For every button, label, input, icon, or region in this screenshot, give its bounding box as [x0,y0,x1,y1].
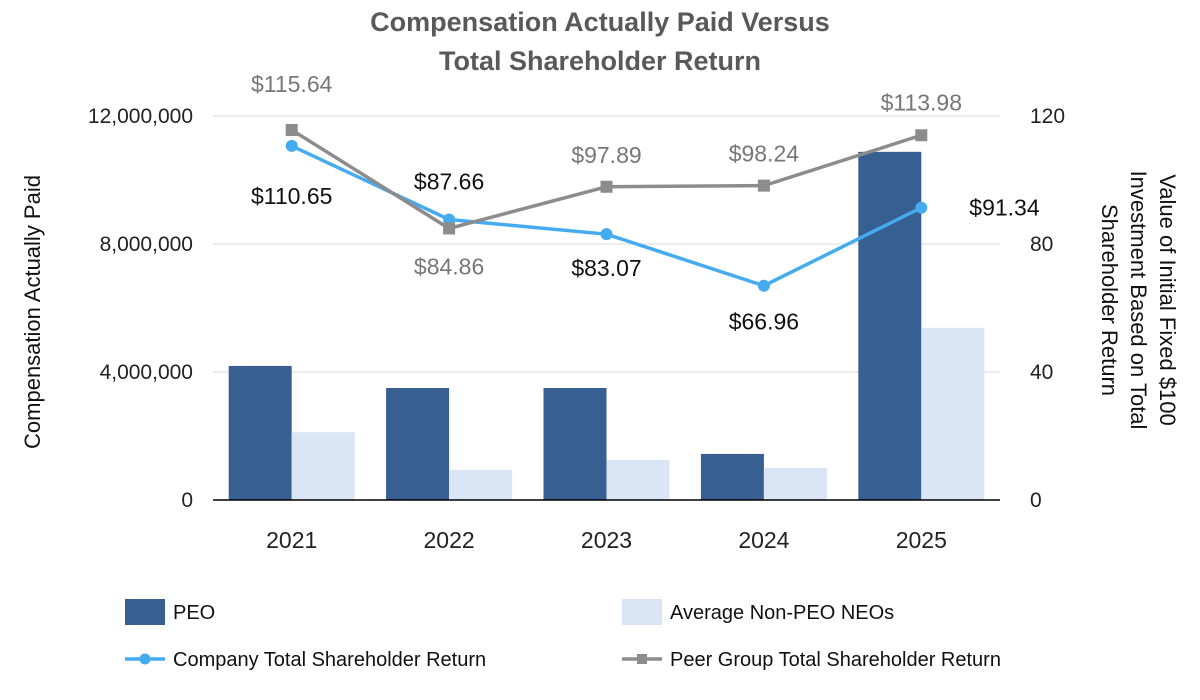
legend: PEO Average Non-PEO NEOs Company Total Sha… [125,599,1001,671]
y2-tick-label: 40 [1030,361,1053,384]
company-tsr-data-label: $87.66 [414,168,484,194]
peer-tsr-marker [757,179,770,192]
y2-axis-label-line-3: Shareholder Return [1097,204,1122,396]
peer-tsr-marker [915,129,928,142]
bar-peo [700,453,764,500]
legend-peer-tsr-marker [637,654,647,664]
legend-non-peo-neo-label: Average Non-PEO NEOs [670,602,894,624]
company-tsr-marker [757,279,770,292]
y-tick-label: 0 [181,489,193,512]
bar-non-peo-neo [763,468,827,500]
bar-peo [858,151,922,500]
company-tsr-marker [915,201,928,214]
x-tick-label: 2021 [266,527,317,553]
peer-tsr-data-label: $84.86 [414,253,484,279]
bar-non-peo-neo [606,460,670,500]
x-tick-label: 2024 [738,527,789,553]
x-tick-label: 2023 [581,527,632,553]
bar-non-peo-neo [921,327,985,500]
peer-tsr-marker [600,180,613,193]
legend-company-tsr-label: Company Total Shareholder Return [173,649,486,671]
chart-title-line-2: Total Shareholder Return [439,46,761,76]
bar-peo [386,388,450,500]
legend-non-peo-neo-swatch [622,599,662,625]
company-tsr-data-label: $83.07 [571,255,641,281]
bar-peo [543,388,607,500]
y2-tick-label: 120 [1030,105,1065,128]
y-tick-label: 8,000,000 [100,233,193,256]
chart-title-line-1: Compensation Actually Paid Versus [370,7,830,37]
y2-axis-label-line-2: Investment Based on Total [1126,171,1151,430]
peer-tsr-data-label: $113.98 [881,89,962,115]
bar-non-peo-neo [449,469,513,500]
y-axis-label: Compensation Actually Paid [20,175,45,449]
company-tsr-data-label: $110.65 [251,183,332,209]
company-tsr-data-label: $91.34 [969,195,1040,221]
y2-tick-label: 0 [1030,489,1042,512]
peer-tsr-marker [285,123,298,136]
bar-non-peo-neo [291,432,355,500]
peer-tsr-data-label: $115.64 [251,71,333,97]
legend-peo-swatch [125,599,165,625]
y2-tick-label: 80 [1030,233,1053,256]
x-tick-label: 2022 [424,527,475,553]
legend-peo-label: PEO [173,602,215,624]
company-tsr-data-label: $66.96 [729,309,799,335]
legend-peer-tsr-label: Peer Group Total Shareholder Return [670,649,1001,671]
peer-tsr-marker [443,222,456,235]
x-tick-label: 2025 [896,527,947,553]
legend-company-tsr-marker [139,653,151,665]
peer-tsr-data-label: $97.89 [571,142,641,168]
company-tsr-marker [600,228,613,241]
bar-peo [228,365,292,500]
y-tick-label: 4,000,000 [100,361,193,384]
y2-axis-label-line-1: Value of Initial Fixed $100 [1155,174,1180,426]
company-tsr-marker [285,139,298,152]
peer-tsr-data-label: $98.24 [729,141,800,167]
y-tick-label: 12,000,000 [88,105,193,128]
